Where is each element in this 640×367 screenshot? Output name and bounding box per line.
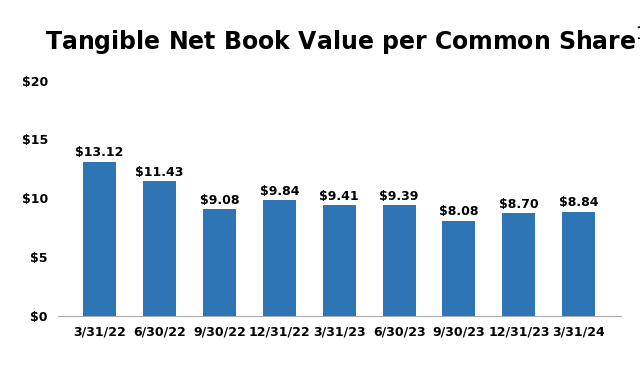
- Bar: [143, 181, 176, 316]
- Text: Tangible Net Book Value per Common Share$^{1}$: Tangible Net Book Value per Common Share…: [45, 26, 640, 58]
- Text: $9.39: $9.39: [380, 190, 419, 203]
- Text: $9.08: $9.08: [200, 194, 239, 207]
- Text: $8.84: $8.84: [559, 196, 598, 210]
- Bar: [263, 200, 296, 316]
- Bar: [502, 214, 535, 316]
- Bar: [323, 205, 356, 316]
- Text: $8.70: $8.70: [499, 198, 539, 211]
- Bar: [203, 209, 236, 316]
- Bar: [83, 161, 116, 316]
- Text: $13.12: $13.12: [76, 146, 124, 159]
- Text: $9.84: $9.84: [260, 185, 299, 198]
- Text: $11.43: $11.43: [136, 166, 184, 179]
- Text: $9.41: $9.41: [319, 190, 359, 203]
- Bar: [563, 212, 595, 316]
- Text: $8.08: $8.08: [439, 206, 479, 218]
- Bar: [383, 206, 415, 316]
- Bar: [442, 221, 476, 316]
